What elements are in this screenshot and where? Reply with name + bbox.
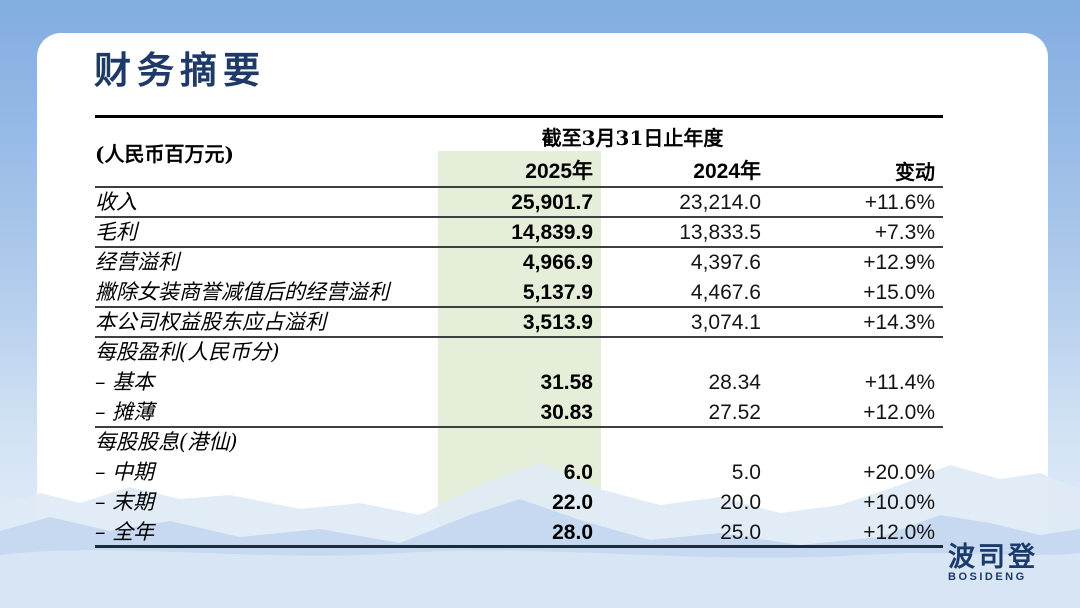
value-2025: 30.83 bbox=[540, 401, 593, 424]
value-change: +14.3% bbox=[863, 311, 935, 334]
value-2025: 25,901.7 bbox=[511, 191, 593, 214]
value-2025 bbox=[438, 338, 601, 368]
table-row: – 末期 22.0 20.0 +10.0% bbox=[95, 488, 943, 518]
value-2024: 23,214.0 bbox=[679, 191, 761, 214]
value-2025: 14,839.9 bbox=[511, 221, 593, 244]
value-change: +11.6% bbox=[864, 191, 935, 214]
table-header: (人民币百万元) 截至3月31日止年度 2025年 2024年 变动 bbox=[95, 118, 943, 188]
period-header: 截至3月31日止年度 bbox=[541, 125, 724, 150]
value-2024: 28.34 bbox=[708, 371, 761, 394]
column-header-2024: 2024年 bbox=[693, 160, 761, 183]
row-label: – 末期 bbox=[95, 490, 155, 514]
row-label: 每股盈利(人民币分) bbox=[95, 340, 280, 364]
value-2024: 25.0 bbox=[720, 521, 761, 544]
table-row: – 全年 28.0 25.0 +12.0% bbox=[95, 518, 943, 548]
value-2024: 13,833.5 bbox=[679, 221, 761, 244]
row-label: 每股股息(港仙) bbox=[95, 430, 238, 454]
row-label: – 基本 bbox=[95, 370, 155, 394]
row-label: 毛利 bbox=[95, 220, 137, 244]
table-row: 毛利 14,839.9 13,833.5 +7.3% bbox=[95, 218, 943, 248]
value-2025: 5,137.9 bbox=[522, 281, 593, 304]
row-label: 收入 bbox=[95, 190, 137, 214]
value-change: +12.9% bbox=[863, 251, 935, 274]
value-2024 bbox=[601, 428, 771, 458]
value-2024: 4,467.6 bbox=[690, 281, 761, 304]
value-change: +12.0% bbox=[863, 401, 935, 424]
value-2024: 5.0 bbox=[731, 461, 761, 484]
financial-summary-table: (人民币百万元) 截至3月31日止年度 2025年 2024年 变动 收入 25… bbox=[95, 115, 943, 548]
table-row: 每股股息(港仙) bbox=[95, 428, 943, 458]
value-2024: 27.52 bbox=[708, 401, 761, 424]
bosideng-logo: 波司登 BOSIDENG bbox=[948, 543, 1038, 583]
page-title: 财务摘要 bbox=[94, 48, 266, 92]
value-2024: 4,397.6 bbox=[690, 251, 761, 274]
table-row: 撇除女装商誉减值后的经营溢利 5,137.9 4,467.6 +15.0% bbox=[95, 278, 943, 308]
value-change: +11.4% bbox=[864, 371, 935, 394]
table-row: – 摊薄 30.83 27.52 +12.0% bbox=[95, 398, 943, 428]
value-2025: 6.0 bbox=[563, 461, 593, 484]
logo-english-text: BOSIDENG bbox=[948, 571, 1027, 583]
value-change: +10.0% bbox=[863, 491, 935, 514]
value-change bbox=[771, 338, 943, 368]
value-2025: 3,513.9 bbox=[522, 311, 593, 334]
value-2025 bbox=[438, 428, 601, 458]
value-change: +15.0% bbox=[863, 281, 935, 304]
value-2025: 31.58 bbox=[540, 371, 593, 394]
value-2024: 3,074.1 bbox=[690, 311, 761, 334]
value-2025: 22.0 bbox=[552, 491, 593, 514]
value-change: +12.0% bbox=[863, 521, 935, 544]
table-row: 本公司权益股东应占溢利 3,513.9 3,074.1 +14.3% bbox=[95, 308, 943, 338]
value-2024: 20.0 bbox=[720, 491, 761, 514]
row-label: – 摊薄 bbox=[95, 400, 155, 424]
value-2025: 28.0 bbox=[552, 521, 593, 544]
table-row: 经营溢利 4,966.9 4,397.6 +12.9% bbox=[95, 248, 943, 278]
row-label: – 全年 bbox=[95, 520, 155, 544]
table-row: – 基本 31.58 28.34 +11.4% bbox=[95, 368, 943, 398]
column-header-change: 变动 bbox=[895, 159, 935, 184]
value-2024 bbox=[601, 338, 771, 368]
table-row: – 中期 6.0 5.0 +20.0% bbox=[95, 458, 943, 488]
logo-chinese-text: 波司登 bbox=[948, 542, 1038, 572]
table-row: 收入 25,901.7 23,214.0 +11.6% bbox=[95, 188, 943, 218]
value-change: +7.3% bbox=[874, 221, 935, 244]
unit-label: (人民币百万元) bbox=[95, 141, 234, 166]
value-change: +20.0% bbox=[863, 461, 935, 484]
row-label: 撇除女装商誉减值后的经营溢利 bbox=[95, 280, 389, 304]
row-label: – 中期 bbox=[95, 460, 155, 484]
value-2025: 4,966.9 bbox=[522, 251, 593, 274]
table-body: 收入 25,901.7 23,214.0 +11.6% 毛利 14,839.9 … bbox=[95, 188, 943, 548]
column-header-2025: 2025年 bbox=[525, 160, 593, 183]
row-label: 经营溢利 bbox=[95, 250, 179, 274]
row-label: 本公司权益股东应占溢利 bbox=[95, 310, 326, 334]
value-change bbox=[771, 428, 943, 458]
table-row: 每股盈利(人民币分) bbox=[95, 338, 943, 368]
